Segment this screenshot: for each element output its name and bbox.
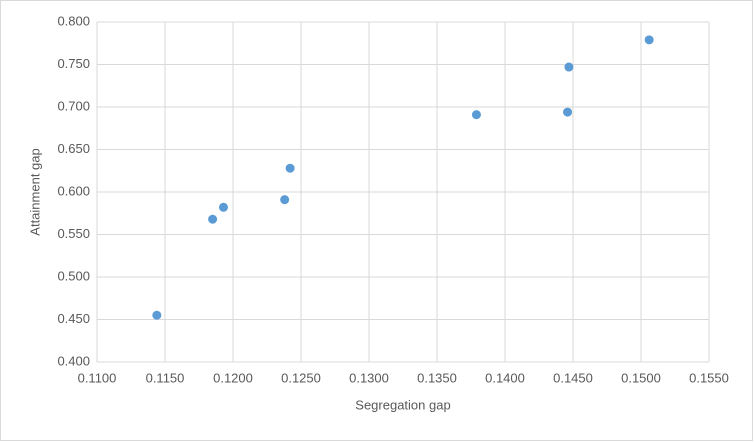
- x-tick-label: 0.1350: [417, 370, 457, 385]
- data-point: [218, 202, 228, 212]
- x-tick-label: 0.1300: [349, 370, 389, 385]
- y-tick-label: 0.700: [57, 98, 90, 113]
- x-tick-label: 0.1200: [213, 370, 253, 385]
- x-tick-label: 0.1450: [553, 370, 593, 385]
- x-axis-label: Segregation gap: [355, 397, 450, 412]
- data-point: [280, 195, 290, 205]
- y-tick-label: 0.650: [57, 141, 90, 156]
- x-tick-label: 0.1100: [78, 370, 117, 385]
- x-tick-label: 0.1150: [146, 370, 185, 385]
- data-point: [564, 62, 574, 72]
- y-tick-label: 0.800: [57, 13, 90, 28]
- y-tick-label: 0.550: [57, 226, 90, 241]
- y-tick-label: 0.450: [57, 311, 90, 326]
- y-tick-label: 0.500: [57, 268, 90, 283]
- x-tick-label: 0.1550: [689, 370, 729, 385]
- data-point: [285, 163, 295, 173]
- x-tick-label: 0.1250: [281, 370, 321, 385]
- data-point: [208, 214, 218, 224]
- y-tick-label: 0.600: [57, 183, 90, 198]
- y-axis-label: Attainment gap: [27, 148, 42, 235]
- data-point: [152, 310, 162, 320]
- data-point: [563, 107, 573, 117]
- y-tick-label: 0.750: [57, 56, 90, 71]
- y-tick-label: 0.400: [57, 353, 90, 368]
- data-point: [644, 35, 654, 45]
- data-point: [471, 110, 481, 120]
- x-tick-label: 0.1500: [621, 370, 661, 385]
- x-tick-label: 0.1400: [485, 370, 525, 385]
